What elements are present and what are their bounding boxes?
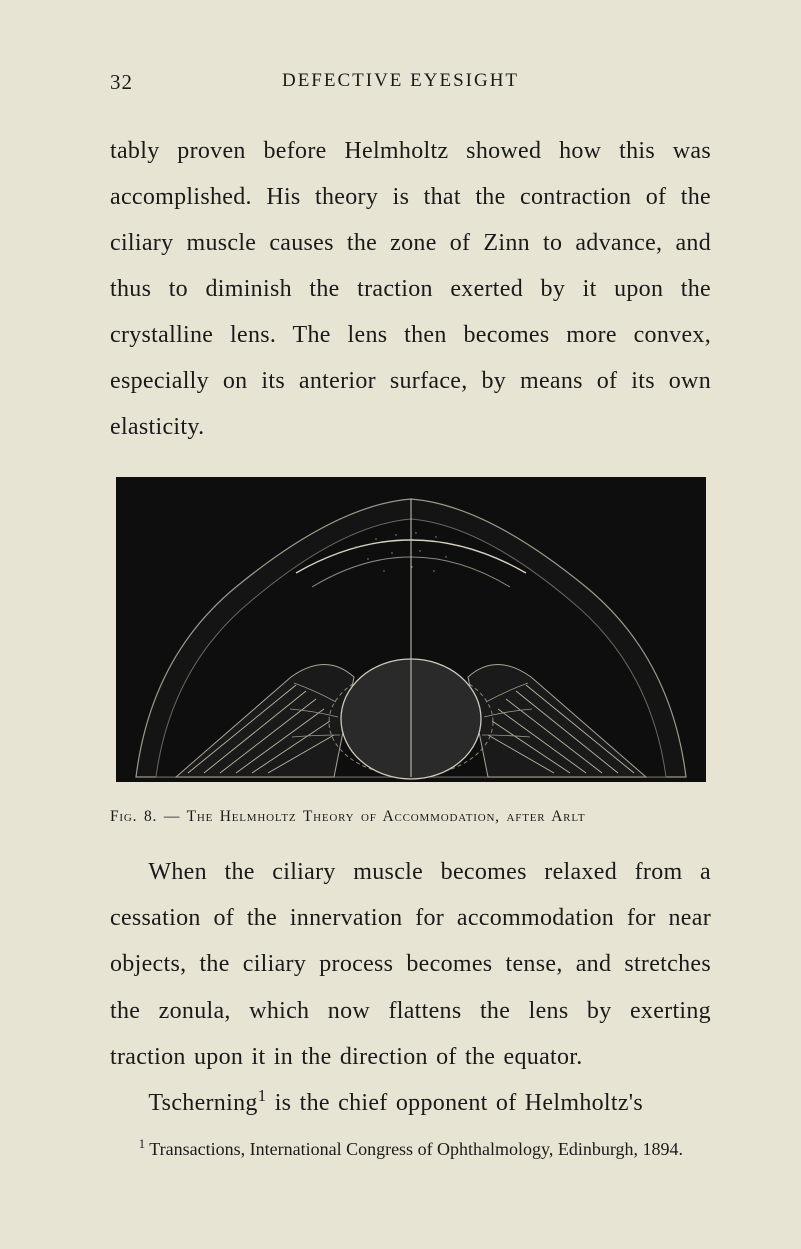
caption-text: — The Helmholtz Theory of Accommodation,…: [157, 808, 585, 825]
p3-text-b: is the chief opponent of Helmholtz's: [266, 1090, 643, 1116]
figure-8: Fig. 8. — The Helmholtz Theory of Accomm…: [110, 477, 711, 832]
p3-text-a: Tscherning: [148, 1090, 257, 1116]
body-text: tably proven before Helmholtz showed how…: [110, 128, 711, 1126]
caption-prefix: Fig. 8.: [110, 808, 157, 825]
footnote-1: 1 Transactions, International Congress o…: [110, 1136, 711, 1164]
paragraph-2: When the ciliary muscle becomes relaxed …: [110, 849, 711, 1079]
running-head: DEFECTIVE EYESIGHT: [0, 70, 801, 92]
accommodation-diagram: [116, 477, 706, 782]
figure-caption: Fig. 8. — The Helmholtz Theory of Accomm…: [110, 802, 711, 832]
footnote-text: Transactions, International Congress of …: [145, 1139, 683, 1159]
paragraph-3: Tscherning1 is the chief opponent of Hel…: [110, 1080, 711, 1126]
paragraph-1: tably proven before Helmholtz showed how…: [110, 128, 711, 451]
